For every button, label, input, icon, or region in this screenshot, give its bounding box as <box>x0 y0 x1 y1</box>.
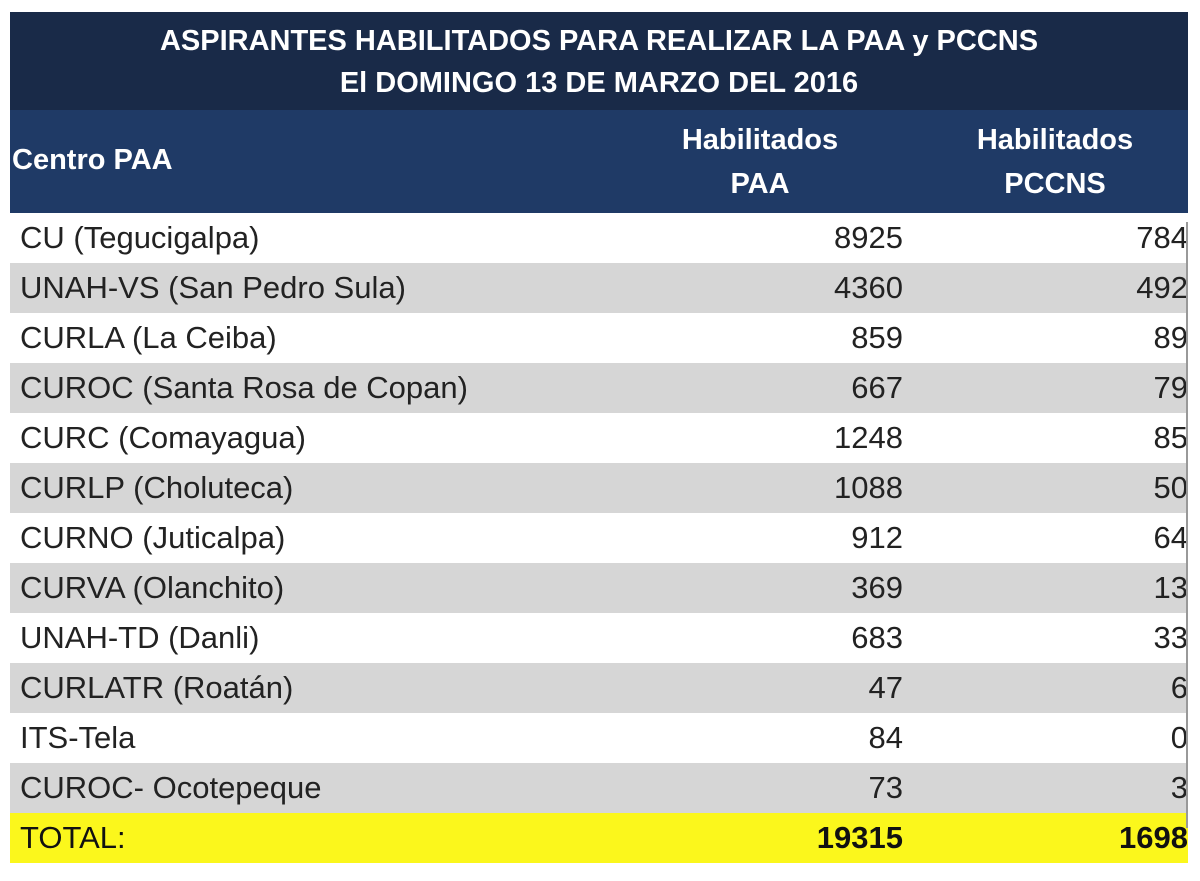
title-line-1: ASPIRANTES HABILITADOS PARA REALIZAR LA … <box>159 25 1039 57</box>
table-row: UNAH-TD (Danli) 683 33 <box>10 613 1188 663</box>
cell-centro: CUROC (Santa Rosa de Copan) <box>20 370 468 405</box>
cell-paa: 683 <box>851 620 903 655</box>
cell-pccns: 50 <box>1153 470 1188 505</box>
header-row: Centro PAA Habilitados PAA Habilitados P… <box>10 110 1188 213</box>
cell-centro: CUROC- Ocotepeque <box>20 770 322 805</box>
header-paa-line1: Habilitados <box>681 124 839 156</box>
total-label: TOTAL: <box>20 820 126 855</box>
header-pccns-line2: PCCNS <box>1004 168 1106 200</box>
cell-paa: 369 <box>851 570 903 605</box>
table-row: CU (Tegucigalpa) 8925 784 <box>10 213 1188 263</box>
cell-pccns: 784 <box>1136 220 1188 255</box>
cell-paa: 4360 <box>834 270 903 305</box>
header-paa-line2: PAA <box>730 168 790 200</box>
right-border <box>1186 222 1188 828</box>
table-row: CUROC- Ocotepeque 73 3 <box>10 763 1188 813</box>
table-row: CUROC (Santa Rosa de Copan) 667 79 <box>10 363 1188 413</box>
table-row: CURLATR (Roatán) 47 6 <box>10 663 1188 713</box>
cell-paa: 912 <box>851 520 903 555</box>
table-row: CURC (Comayagua) 1248 85 <box>10 413 1188 463</box>
table-row: CURNO (Juticalpa) 912 64 <box>10 513 1188 563</box>
table-row: UNAH-VS (San Pedro Sula) 4360 492 <box>10 263 1188 313</box>
cell-paa: 84 <box>868 720 903 755</box>
total-row: TOTAL: 19315 1698 <box>10 813 1188 863</box>
header-paa: Habilitados PAA <box>650 118 870 206</box>
table-body: CU (Tegucigalpa) 8925 784 UNAH-VS (San Pedr… <box>10 213 1188 813</box>
cell-centro: CURLA (La Ceiba) <box>20 320 277 355</box>
cell-centro: CURLP (Choluteca) <box>20 470 294 505</box>
cell-centro: CURLATR (Roatán) <box>20 670 294 705</box>
cell-pccns: 85 <box>1153 420 1188 455</box>
cell-paa: 47 <box>868 670 903 705</box>
table-row: ITS-Tela 84 0 <box>10 713 1188 763</box>
cell-centro: CURNO (Juticalpa) <box>20 520 286 555</box>
total-paa: 19315 <box>816 820 903 855</box>
cell-pccns: 0 <box>1170 720 1188 755</box>
cell-centro: CU (Tegucigalpa) <box>20 220 260 255</box>
cell-paa: 1248 <box>834 420 903 455</box>
table-title: ASPIRANTES HABILITADOS PARA REALIZAR LA … <box>10 12 1188 110</box>
cell-paa: 73 <box>868 770 903 805</box>
cell-centro: CURC (Comayagua) <box>20 420 306 455</box>
cell-pccns: 64 <box>1153 520 1188 555</box>
cell-pccns: 6 <box>1170 670 1188 705</box>
cell-pccns: 33 <box>1153 620 1188 655</box>
table-row: CURLP (Choluteca) 1088 50 <box>10 463 1188 513</box>
cell-paa: 667 <box>851 370 903 405</box>
cell-pccns: 492 <box>1136 270 1188 305</box>
cell-centro: UNAH-TD (Danli) <box>20 620 260 655</box>
cell-centro: UNAH-VS (San Pedro Sula) <box>20 270 406 305</box>
cell-centro: ITS-Tela <box>20 720 136 755</box>
applicants-table: ASPIRANTES HABILITADOS PARA REALIZAR LA … <box>10 12 1188 863</box>
cell-paa: 859 <box>851 320 903 355</box>
total-pccns: 1698 <box>1119 820 1188 855</box>
cell-pccns: 89 <box>1153 320 1188 355</box>
header-centro: Centro PAA <box>12 144 173 176</box>
cell-paa: 1088 <box>834 470 903 505</box>
cell-pccns: 3 <box>1170 770 1188 805</box>
cell-pccns: 13 <box>1153 570 1188 605</box>
cell-paa: 8925 <box>834 220 903 255</box>
header-pccns-line1: Habilitados <box>976 124 1134 156</box>
title-line-2: El DOMINGO 13 DE MARZO DEL 2016 <box>339 67 859 99</box>
cell-pccns: 79 <box>1153 370 1188 405</box>
table-row: CURLA (La Ceiba) 859 89 <box>10 313 1188 363</box>
header-pccns: Habilitados PCCNS <box>935 118 1175 206</box>
cell-centro: CURVA (Olanchito) <box>20 570 285 605</box>
table-row: CURVA (Olanchito) 369 13 <box>10 563 1188 613</box>
